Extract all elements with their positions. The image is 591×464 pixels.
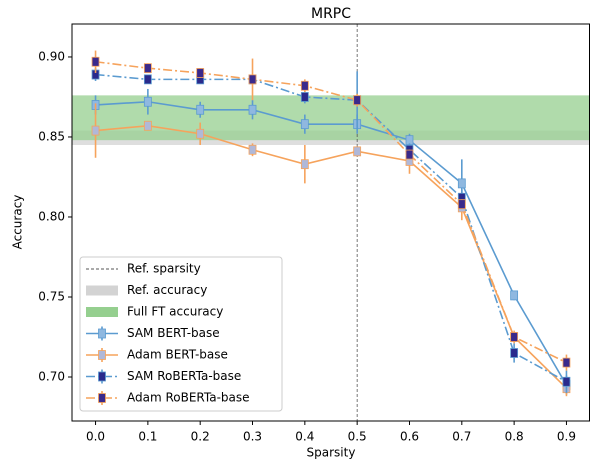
legend-label: SAM RoBERTa-base: [127, 369, 241, 383]
point: [510, 348, 519, 358]
point: [457, 199, 466, 210]
point: [510, 290, 519, 301]
point: [562, 376, 571, 387]
y-tick-label: 0.70: [38, 369, 65, 383]
x-tick-label: 0.5: [348, 430, 367, 444]
point: [300, 119, 309, 130]
point: [300, 92, 309, 102]
point: [248, 144, 257, 155]
legend-handle: [98, 328, 106, 339]
legend-label: Adam RoBERTa-base: [127, 391, 250, 405]
point: [510, 332, 519, 342]
series-line: [95, 60, 567, 364]
x-tick-label: 0.2: [191, 430, 210, 444]
point: [143, 74, 152, 85]
legend-box: [79, 256, 283, 412]
y-axis-label: Accuracy: [11, 195, 25, 250]
legend-label: Ref. accuracy: [127, 283, 207, 297]
y-tick-label: 0.75: [38, 289, 65, 303]
point: [143, 120, 152, 131]
x-axis-label: Sparsity: [307, 446, 356, 460]
y-tick-label: 0.80: [38, 209, 65, 223]
point: [353, 146, 362, 157]
x-tick-label: 0.7: [452, 430, 471, 444]
x-tick-label: 0.1: [138, 430, 157, 444]
point: [562, 357, 571, 368]
legend-label: Adam BERT-base: [127, 348, 228, 362]
point: [405, 135, 414, 146]
y-tick-label: 0.85: [38, 129, 65, 143]
point: [457, 178, 466, 189]
point: [143, 63, 152, 74]
y-tick-label: 0.90: [38, 49, 65, 63]
x-tick-label: 0.9: [557, 430, 576, 444]
point: [248, 74, 257, 85]
legend-handle: [98, 371, 106, 382]
legend-handle: [98, 393, 106, 403]
legend-label: Ref. sparsity: [127, 262, 201, 276]
point: [91, 56, 100, 67]
point: [300, 80, 309, 91]
legend-label: Full FT accuracy: [127, 305, 223, 319]
legend-handle: [98, 350, 106, 360]
series-line: [95, 100, 568, 386]
x-tick-label: 0.8: [505, 430, 524, 444]
x-tick-label: 0.3: [243, 430, 262, 444]
series-line: [95, 73, 567, 383]
point: [196, 68, 205, 78]
plot-frame: [71, 23, 590, 422]
point: [300, 159, 309, 170]
chart-title: MRPC: [311, 6, 351, 22]
point: [143, 96, 152, 107]
legend-label: SAM BERT-base: [127, 326, 220, 340]
point: [405, 149, 414, 160]
legend-handle: [86, 285, 118, 296]
point: [248, 104, 257, 115]
legend-handle: [86, 307, 118, 317]
series-line: [95, 124, 568, 389]
x-tick-label: 0.0: [86, 430, 105, 444]
point: [353, 95, 362, 106]
point: [196, 128, 205, 139]
point: [196, 104, 205, 115]
point: [91, 125, 100, 136]
x-tick-label: 0.6: [400, 430, 419, 444]
x-tick-label: 0.4: [295, 430, 314, 444]
